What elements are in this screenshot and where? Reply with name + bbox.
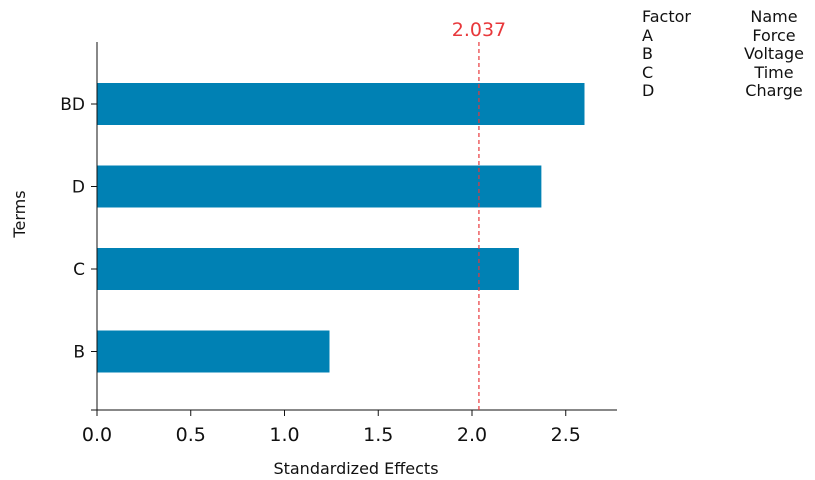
reference-line-label: 2.037 — [452, 19, 506, 41]
x-tick-label: 0.5 — [176, 424, 206, 446]
x-tick-label: 1.0 — [269, 424, 299, 446]
x-tick-label: 2.0 — [457, 424, 487, 446]
legend-row: A Force — [642, 25, 814, 46]
legend-factor-name: Voltage — [743, 44, 804, 63]
x-tick-label: 2.5 — [551, 424, 581, 446]
legend-header-name: Name — [750, 7, 798, 26]
legend-factor-code: A — [642, 25, 653, 45]
y-tick-label: C — [73, 260, 85, 280]
legend-header-factor: Factor — [642, 7, 691, 26]
legend-factor-code: B — [642, 44, 653, 63]
legend-factor-name: Force — [752, 25, 796, 45]
legend-row: C Time — [642, 62, 814, 83]
y-axis-label: Terms — [10, 190, 29, 238]
legend-row: B Voltage — [642, 44, 814, 64]
y-tick-label: B — [73, 343, 85, 363]
legend-factor-code: C — [642, 62, 654, 82]
y-tick-label: BD — [60, 95, 85, 115]
legend-header-row: Factor Name — [642, 7, 814, 27]
legend-factor-name: Charge — [745, 81, 803, 100]
y-tick-label: D — [72, 178, 85, 198]
x-axis-label: Standardized Effects — [273, 459, 438, 478]
x-tick-label: 1.5 — [363, 424, 393, 446]
bar-c — [97, 248, 519, 290]
legend-factor-code: D — [642, 81, 655, 100]
bar-bd — [97, 83, 585, 125]
x-tick-label: 0.0 — [82, 424, 112, 446]
factor-legend-table: Factor Name A Force B Voltage C Time D C… — [642, 7, 814, 101]
legend-row: D Charge — [642, 81, 814, 101]
bar-b — [97, 330, 330, 373]
bar-d — [97, 165, 542, 208]
legend-factor-name: Time — [754, 62, 794, 82]
